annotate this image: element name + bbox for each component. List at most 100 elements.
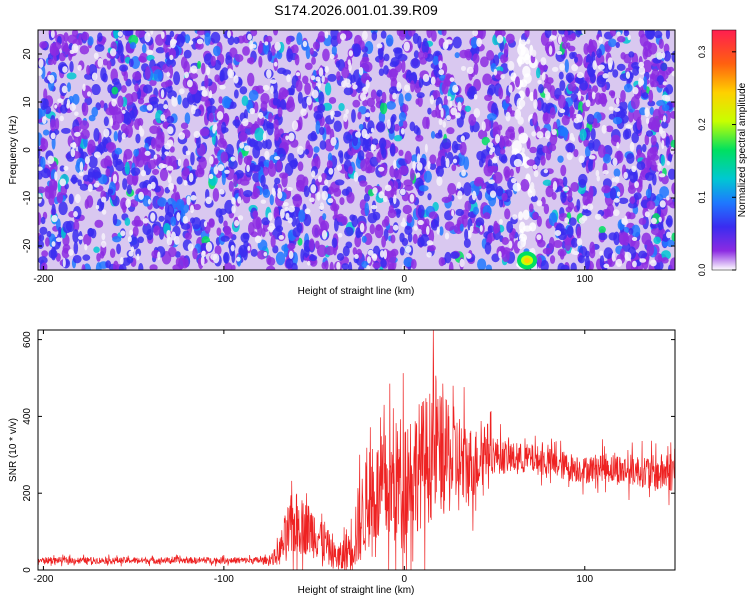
heatmap-cell <box>371 138 379 146</box>
heatmap-cell <box>303 213 312 227</box>
heatmap-cell <box>294 54 300 66</box>
heatmap-cell <box>398 165 409 176</box>
heatmap-cell <box>295 72 301 77</box>
heatmap-cell <box>337 232 343 238</box>
heatmap-cell <box>239 142 245 149</box>
heatmap-cell <box>153 69 163 82</box>
heatmap-cell <box>666 239 675 248</box>
heatmap-cell <box>484 242 492 255</box>
heatmap-cell <box>287 217 293 224</box>
heatmap-cell <box>477 258 487 270</box>
heatmap-cell <box>575 113 582 119</box>
heatmap-cell <box>392 224 399 231</box>
heatmap-cell <box>164 155 173 165</box>
heatmap-cell <box>136 253 140 261</box>
heatmap-cell <box>270 79 277 84</box>
heatmap-cell <box>455 208 465 217</box>
heatmap-cell <box>410 58 421 69</box>
heatmap-cell <box>383 53 390 62</box>
heatmap-cell <box>536 200 543 207</box>
heatmap-cell <box>455 96 464 104</box>
heatmap-cell <box>112 260 119 270</box>
heatmap-cell <box>372 211 381 221</box>
heatmap-cell <box>383 65 389 75</box>
heatmap-cell <box>352 43 362 57</box>
heatmap-cell <box>498 87 504 100</box>
y-tick-label: 0 <box>22 567 33 573</box>
heatmap-cell <box>456 115 464 128</box>
heatmap-cell <box>359 222 365 233</box>
heatmap-cell <box>317 175 322 183</box>
heatmap-cell <box>178 257 185 270</box>
heatmap-cell <box>424 218 430 227</box>
heatmap-cell <box>228 69 235 79</box>
heatmap-cell <box>518 211 524 221</box>
heatmap-cell <box>613 168 621 178</box>
heatmap-cell <box>631 62 641 69</box>
heatmap-cell <box>326 125 332 135</box>
heatmap-cell <box>591 91 596 100</box>
heatmap-cell <box>265 265 276 270</box>
heatmap-cell <box>179 88 185 95</box>
heatmap-cell <box>498 135 505 149</box>
heatmap-cell <box>478 158 484 168</box>
heatmap-cell <box>638 217 647 226</box>
heatmap-cell <box>310 184 317 194</box>
heatmap-cell <box>408 72 418 84</box>
heatmap-cell <box>100 240 107 248</box>
heatmap-cell <box>283 243 289 258</box>
heatmap-cell <box>660 130 667 139</box>
heatmap-cell <box>449 77 455 83</box>
heatmap-cell <box>381 91 387 104</box>
heatmap-cell <box>456 181 462 189</box>
heatmap-cell <box>460 135 466 143</box>
heatmap-cell <box>177 94 182 105</box>
heatmap-cell <box>146 104 153 111</box>
heatmap-cell <box>308 238 315 251</box>
heatmap-cell <box>339 33 347 41</box>
heatmap-cell <box>318 91 325 106</box>
heatmap-cell <box>395 209 401 218</box>
heatmap-cell <box>206 66 211 76</box>
heatmap-cell <box>451 140 459 154</box>
heatmap-cell <box>386 119 391 130</box>
heatmap-cell <box>588 139 595 152</box>
heatmap-cell <box>357 111 362 120</box>
heatmap-cell <box>551 128 557 136</box>
heatmap-cell <box>459 223 464 232</box>
heatmap-cell <box>641 232 652 246</box>
heatmap-cell <box>144 32 151 43</box>
heatmap-cell <box>328 97 337 104</box>
heatmap-cell <box>628 227 634 235</box>
heatmap-cell <box>508 84 513 93</box>
heatmap-cell <box>118 263 127 270</box>
heatmap-cell <box>370 143 375 152</box>
heatmap-cell <box>111 86 119 95</box>
heatmap-cell <box>159 168 169 182</box>
heatmap-cell <box>567 82 577 92</box>
heatmap-cell <box>447 183 457 195</box>
heatmap-cell <box>432 55 440 66</box>
heatmap-cell <box>39 41 48 49</box>
heatmap-cell <box>119 64 129 72</box>
heatmap-cell <box>388 205 394 214</box>
heatmap-cell <box>376 121 386 133</box>
heatmap-cell <box>363 233 373 246</box>
heatmap-cell <box>195 168 205 178</box>
heatmap-cell <box>644 211 650 218</box>
heatmap-cell <box>562 176 568 187</box>
heatmap-cell <box>526 38 531 45</box>
heatmap-cell <box>403 179 413 187</box>
heatmap-cell <box>427 160 431 170</box>
heatmap-cell <box>549 255 556 264</box>
heatmap-cell <box>98 141 106 154</box>
heatmap-cell <box>498 153 507 163</box>
heatmap-cell <box>427 107 432 115</box>
heatmap-cell <box>630 95 640 110</box>
heatmap-cell <box>313 146 320 153</box>
heatmap-cell <box>52 54 57 65</box>
heatmap-cell <box>258 111 264 119</box>
heatmap-cell <box>528 192 533 198</box>
heatmap-cell <box>638 66 646 75</box>
heatmap-cell <box>615 97 620 105</box>
